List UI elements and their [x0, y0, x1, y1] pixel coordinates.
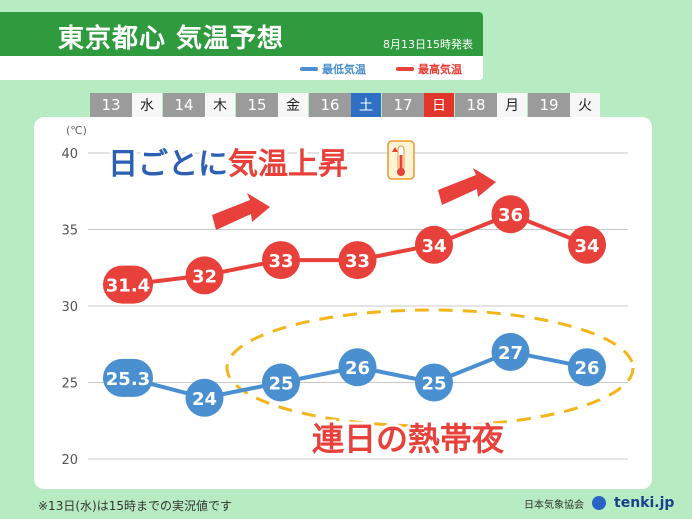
y-tick-label: 40 — [61, 147, 78, 162]
day-number: 13 — [90, 93, 132, 117]
data-point — [568, 225, 606, 264]
data-label: 25 — [268, 374, 293, 395]
up-arrow-2 — [438, 168, 496, 205]
day-18: 18 月 — [455, 93, 527, 117]
data-point — [103, 265, 153, 304]
grid: 20 25 30 35 40 — [61, 147, 628, 468]
legend-low-label: 最低気温 — [322, 63, 366, 76]
source-org: 日本気象協会 — [524, 499, 584, 511]
y-tick-label: 20 — [61, 453, 78, 468]
data-point — [262, 363, 300, 402]
day-13: 13 水 — [90, 93, 162, 117]
data-point — [568, 348, 606, 387]
data-label: 36 — [498, 205, 523, 226]
rising-suffix: 気温上昇 — [228, 147, 348, 182]
data-point — [338, 348, 377, 387]
data-label: 25.3 — [106, 369, 150, 390]
data-point — [262, 241, 300, 280]
data-label: 25 — [421, 374, 446, 395]
issued-time: 8月13日15時発表 — [383, 38, 473, 51]
day-15: 15 金 — [236, 93, 308, 117]
y-axis-unit: (℃) — [66, 124, 87, 137]
title-bar: 東京都心 気温予想 8月13日15時発表 — [0, 12, 483, 56]
data-point — [491, 195, 530, 234]
data-label: 31.4 — [106, 276, 150, 297]
tropical-nights-label: 連日の熱帯夜 — [312, 420, 505, 458]
rising-annotation: 日ごとに気温上昇 — [108, 147, 348, 182]
y-tick-label: 35 — [61, 224, 78, 239]
weekday: 日 — [424, 93, 454, 117]
y-tick-label: 25 — [61, 377, 78, 392]
footnote: ※13日(水)は15時までの実況値です — [38, 499, 232, 513]
data-label: 33 — [268, 251, 293, 272]
day-number: 14 — [163, 93, 205, 117]
weekday: 土 — [351, 93, 381, 117]
legend-high-swatch — [396, 67, 414, 71]
data-point — [415, 225, 453, 264]
data-point — [491, 332, 530, 371]
data-point — [338, 241, 377, 280]
data-label: 32 — [192, 266, 217, 287]
weekday: 月 — [497, 93, 527, 117]
day-header-row: 13 水 14 木 15 金 16 土 17 日 18 月 19 火 — [90, 93, 601, 117]
data-point — [185, 378, 224, 417]
series-low: 25.3 24 25 26 25 27 26 — [103, 332, 606, 417]
trend-arrows — [212, 168, 496, 230]
data-label: 26 — [345, 358, 370, 379]
tropical-nights-ellipse — [225, 308, 635, 428]
tenki-logo: tenki.jp — [614, 495, 675, 511]
day-number: 15 — [236, 93, 278, 117]
thermometer-icon — [387, 140, 415, 180]
weekday: 金 — [278, 93, 308, 117]
day-17: 17 日 — [382, 93, 454, 117]
header-panel: 東京都心 気温予想 8月13日15時発表 最低気温 最高気温 — [0, 12, 483, 80]
legend-low-swatch — [300, 67, 318, 71]
day-number: 19 — [528, 93, 570, 117]
day-number: 18 — [455, 93, 497, 117]
data-label: 33 — [345, 251, 370, 272]
data-point — [103, 358, 153, 397]
y-tick-label: 30 — [61, 300, 78, 315]
weekday: 水 — [132, 93, 162, 117]
up-arrow-1 — [212, 193, 270, 230]
day-16: 16 土 — [309, 93, 381, 117]
data-label: 26 — [574, 358, 599, 379]
source-credit: 日本気象協会 tenki.jp — [524, 495, 674, 511]
data-point — [185, 256, 224, 295]
day-19: 19 火 — [528, 93, 600, 117]
day-14: 14 木 — [163, 93, 235, 117]
legend-high-label: 最高気温 — [418, 63, 462, 76]
weekday: 火 — [570, 93, 600, 117]
data-point — [415, 363, 453, 402]
day-number: 16 — [309, 93, 351, 117]
legend-high: 最高気温 — [396, 61, 462, 77]
tenki-logo-icon — [592, 496, 606, 510]
data-label: 34 — [421, 236, 446, 257]
series-high: 31.4 32 33 33 34 36 34 — [103, 195, 606, 304]
data-label: 24 — [192, 389, 217, 410]
data-label: 34 — [574, 236, 599, 257]
data-label: 27 — [498, 343, 523, 364]
chart-title: 東京都心 気温予想 — [58, 24, 285, 54]
legend-low: 最低気温 — [300, 61, 366, 77]
rising-prefix: 日ごとに — [108, 147, 228, 182]
weekday: 木 — [205, 93, 235, 117]
day-number: 17 — [382, 93, 424, 117]
